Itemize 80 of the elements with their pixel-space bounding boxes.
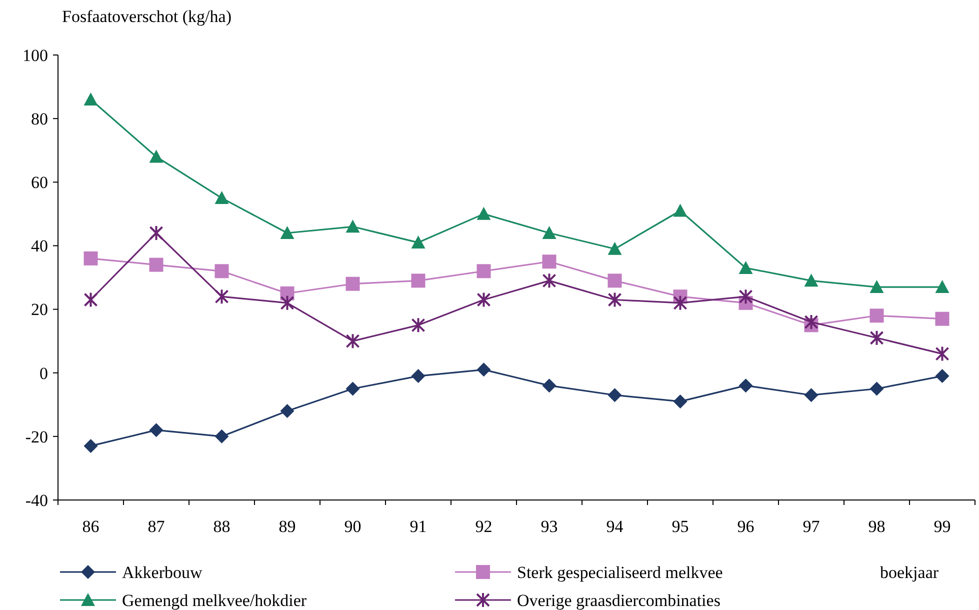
y-tick-label: 60	[31, 173, 48, 192]
y-tick-label: 40	[31, 236, 48, 256]
point	[346, 276, 360, 291]
legend-label: Overige graasdiercombinaties	[517, 590, 720, 610]
point	[738, 288, 753, 305]
x-tick-label: 91	[410, 517, 427, 536]
point	[214, 264, 229, 278]
y-tick-label: 100	[22, 46, 48, 65]
point	[214, 288, 229, 305]
point	[542, 272, 556, 289]
point	[149, 225, 164, 241]
x-tick-label: 89	[278, 517, 296, 536]
point	[411, 317, 426, 334]
point	[804, 274, 818, 287]
x-tick-label: 92	[475, 517, 492, 536]
point	[542, 254, 556, 269]
point	[935, 280, 950, 294]
y-tick-label: -20	[25, 427, 48, 446]
point	[84, 251, 98, 266]
point	[84, 292, 98, 308]
point	[935, 346, 950, 362]
point	[346, 220, 360, 233]
point	[935, 312, 950, 326]
point	[476, 206, 491, 220]
point	[673, 294, 688, 311]
y-tick-label: 0	[40, 364, 48, 383]
y-tick-label: 80	[31, 110, 48, 129]
point	[935, 369, 950, 384]
point	[411, 236, 426, 249]
legend-label: Gemengd melkvee/hokdier	[122, 590, 307, 610]
point	[280, 404, 294, 418]
x-tick-label: 95	[672, 517, 689, 536]
x-tick-label: 99	[934, 517, 951, 536]
point	[476, 292, 491, 308]
point	[476, 362, 491, 377]
x-tick-label: 90	[344, 517, 362, 536]
y-tick-label: 20	[31, 300, 48, 320]
y-tick-label: -40	[25, 490, 48, 510]
point	[870, 382, 884, 396]
x-tick-label: 98	[868, 517, 886, 536]
point	[149, 258, 164, 272]
x-tick-label: 86	[82, 517, 100, 536]
point	[804, 314, 818, 330]
point	[476, 264, 491, 278]
x-tick-label: 96	[737, 517, 754, 536]
point	[149, 150, 164, 163]
point	[673, 204, 688, 217]
x-tick-label: 94	[606, 517, 624, 536]
point	[411, 369, 426, 384]
y-axis-title: Fosfaatoverschot (kg/ha)	[62, 7, 232, 26]
point	[738, 260, 753, 274]
point	[870, 330, 884, 346]
point	[804, 388, 818, 402]
point	[84, 438, 98, 453]
point	[280, 226, 294, 239]
point	[608, 388, 622, 402]
point	[214, 191, 229, 204]
point	[608, 242, 622, 255]
point	[870, 280, 884, 294]
point	[608, 292, 622, 308]
point	[542, 226, 556, 239]
point	[738, 378, 753, 393]
legend-label: Akkerbouw	[122, 562, 203, 582]
x-tick-label: 93	[540, 517, 558, 536]
x-axis-title: boekjaar	[880, 562, 939, 582]
point	[84, 92, 98, 106]
x-tick-label: 88	[213, 517, 230, 536]
point	[149, 423, 164, 438]
x-tick-label: 97	[802, 517, 820, 536]
legend-label: Sterk gespecialiseerd melkvee	[517, 562, 723, 582]
point	[542, 378, 556, 393]
point	[608, 274, 622, 288]
point	[870, 308, 884, 323]
point	[346, 382, 360, 396]
point	[214, 429, 229, 444]
point	[673, 394, 688, 408]
point	[280, 294, 294, 311]
point	[346, 333, 360, 350]
x-tick-label: 87	[148, 517, 166, 536]
point	[411, 274, 426, 288]
